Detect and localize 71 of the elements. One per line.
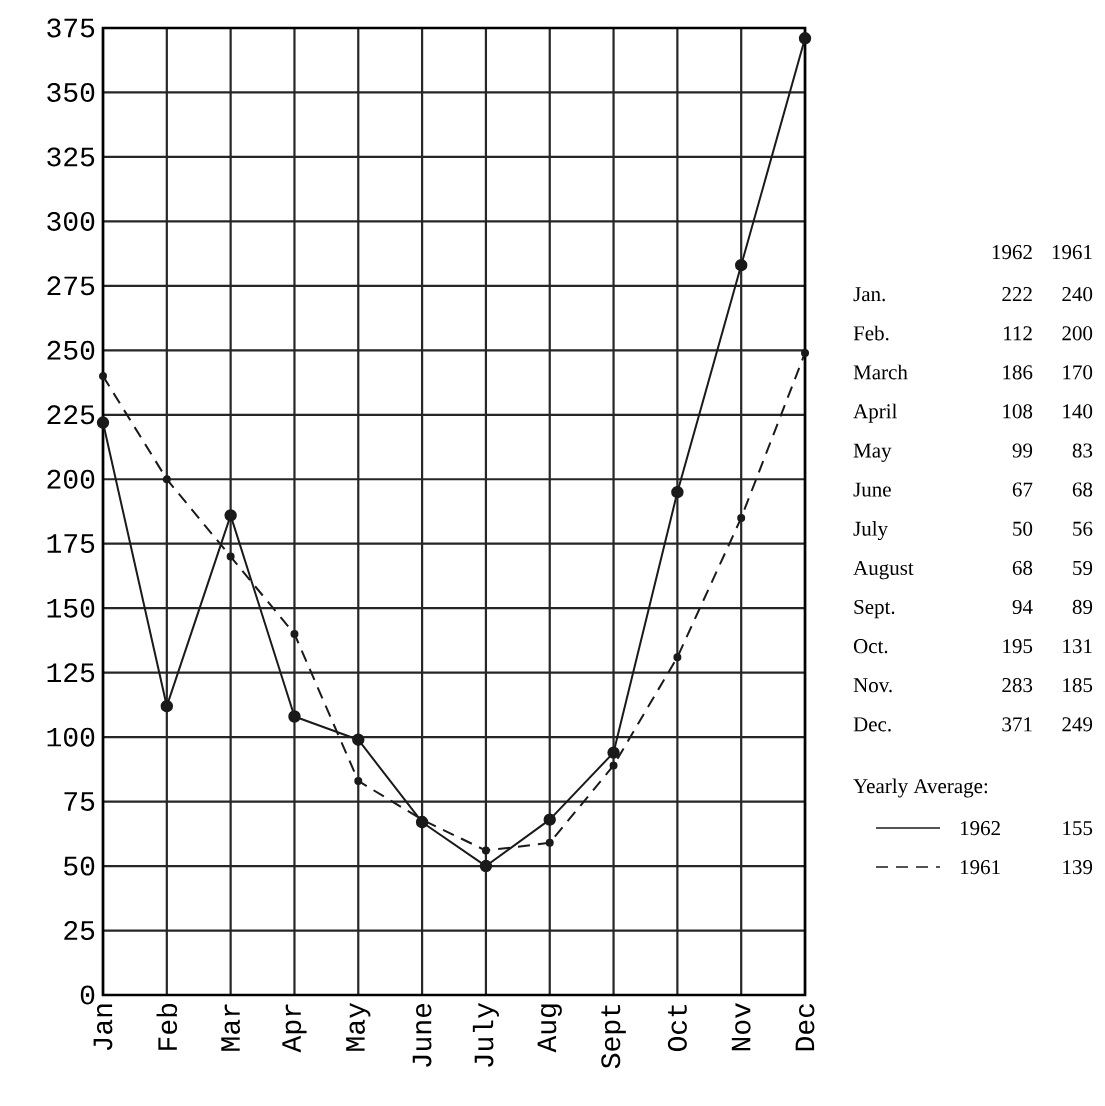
- y-tick-label: 25: [64, 921, 95, 941]
- y-tick-label: 325: [47, 147, 95, 167]
- text: 371: [1002, 717, 1032, 732]
- text: 1962: [992, 245, 1032, 260]
- text: 186: [1003, 365, 1033, 380]
- text: 1961: [1052, 245, 1092, 260]
- x-tick-label: July: [472, 1003, 499, 1067]
- text: 108: [1003, 404, 1033, 419]
- text: March: [853, 364, 908, 380]
- text: May: [853, 443, 892, 462]
- text: Oct.: [853, 639, 888, 654]
- text: 68: [1072, 482, 1093, 497]
- text: 185: [1063, 678, 1093, 693]
- y-tick-label: 200: [47, 469, 95, 489]
- x-tick-label: June: [412, 1003, 432, 1067]
- text: 222: [1002, 287, 1032, 301]
- text: 94: [1012, 599, 1033, 615]
- text: 50: [1013, 521, 1033, 536]
- text: 68: [1012, 560, 1033, 576]
- y-tick-label: 150: [47, 598, 95, 618]
- legend-label: 1961: [960, 860, 1000, 875]
- text: 59: [1073, 560, 1093, 576]
- y-tick-label: 275: [47, 276, 95, 296]
- text: 139: [1063, 860, 1093, 875]
- text: 240: [1062, 287, 1093, 302]
- text: 67: [1012, 482, 1033, 497]
- y-tick-label: 0: [80, 985, 95, 1005]
- text: 56: [1073, 521, 1093, 536]
- text: 112: [1004, 326, 1032, 341]
- text: Feb.: [853, 325, 889, 341]
- text: 99: [1012, 443, 1033, 458]
- text: 200: [1062, 326, 1093, 341]
- y-tick-label: 75: [64, 792, 95, 811]
- x-tick-label: Feb: [156, 1003, 178, 1050]
- text: June: [853, 482, 891, 497]
- y-tick-label: 175: [47, 534, 95, 554]
- text: 249: [1062, 717, 1093, 732]
- text: 89: [1072, 599, 1093, 615]
- text: 140: [1063, 404, 1093, 419]
- text: 195: [1003, 639, 1033, 654]
- y-tick-label: 350: [47, 82, 95, 102]
- y-tick-label: 300: [47, 211, 95, 231]
- text: Jan.: [853, 287, 885, 302]
- x-tick-label: Mar: [221, 1004, 241, 1051]
- text: Dec.: [853, 717, 891, 732]
- y-tick-label: 125: [47, 663, 95, 683]
- y-tick-label: 225: [47, 405, 95, 425]
- x-tick-label: Oct: [667, 1004, 687, 1052]
- text: 283: [1002, 678, 1033, 693]
- text: 83: [1072, 443, 1093, 458]
- y-tick-label: 250: [47, 340, 95, 360]
- legend-label: 1962: [960, 821, 1000, 836]
- x-tick-label: May: [346, 1003, 371, 1051]
- x-tick-label: Sept: [601, 1004, 626, 1069]
- x-tick-label: Aug: [537, 1004, 562, 1053]
- y-tick-label: 100: [47, 727, 95, 747]
- text: Yearly Average:: [853, 778, 988, 798]
- y-tick-label: 375: [47, 18, 95, 38]
- text: Nov.: [853, 678, 892, 693]
- text: Sept.: [854, 599, 895, 619]
- text: April: [853, 403, 897, 423]
- y-tick-label: 50: [64, 856, 95, 876]
- x-tick-label: Jan: [93, 1004, 113, 1051]
- text: 155: [1063, 821, 1093, 836]
- text: 131: [1063, 639, 1092, 654]
- x-tick-label: Apr: [282, 1004, 307, 1053]
- x-tick-label: Nov: [731, 1003, 751, 1051]
- x-tick-label: Dec: [795, 1004, 815, 1051]
- text: 170: [1063, 365, 1093, 380]
- text: August: [853, 560, 914, 580]
- text: July: [853, 521, 888, 541]
